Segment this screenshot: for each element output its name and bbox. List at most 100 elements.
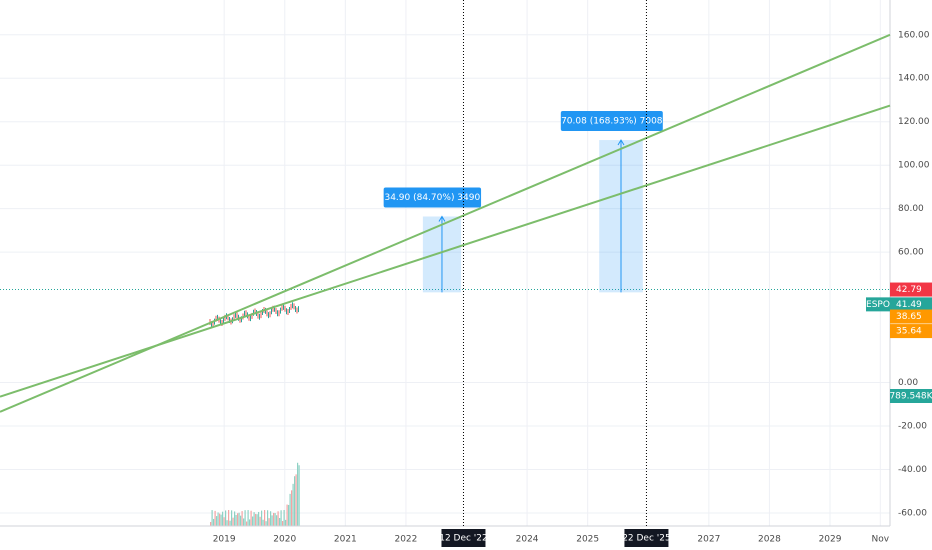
x-tick-label: Nov [872,535,890,545]
volume-bar [291,490,293,526]
x-tick-label: 2019 [213,535,236,545]
y-tick-label: 60.00 [898,248,924,258]
volume-bar [286,504,288,526]
y-tick-label: 0.00 [898,378,918,388]
volume-bar [277,511,279,526]
trend-line [0,104,891,398]
price-label: 42.79 [896,285,922,295]
volume-bar [268,518,270,526]
symbol-bg [866,297,890,312]
volume-bar [279,518,281,526]
volume-bar [259,516,261,526]
volume-bar [264,510,266,526]
volume-bar [250,510,252,526]
x-tick-label: 2024 [516,535,539,545]
volume-bar [244,510,246,526]
arrow-head [617,139,625,146]
volume-bar [214,510,216,526]
measure-label-bg [383,187,482,208]
volume-bar [213,518,215,526]
trend-line [0,33,891,413]
date-marker-label: 12 Dec '22 [439,534,488,544]
volume-bar [295,474,297,526]
volume-bar [289,493,291,526]
volume-bar [270,511,272,526]
volume-bar [237,513,239,526]
volume-bar [294,476,296,526]
x-tick-label: 2022 [394,535,417,545]
x-tick-label: 2025 [576,535,599,545]
volume-bar [231,510,233,526]
volume-bar [258,511,260,526]
volume-bar [247,510,249,526]
volume-bar [249,519,251,526]
volume-bar [223,517,225,526]
volume-bar [271,515,273,526]
x-tick-label: 2029 [819,535,842,545]
volume-bar [283,510,285,526]
volume-bar [220,514,222,526]
price-label-bg [890,324,932,339]
date-marker-bg [624,529,669,547]
volume-bar [241,511,243,526]
volume-bar [246,521,248,526]
volume-bar [216,516,218,526]
volume-bar [261,510,263,526]
volume-bar [255,513,257,526]
volume-label: 789.548K [889,392,932,402]
x-tick-label: 2021 [334,535,357,545]
volume-bar [238,512,240,526]
volume-bar [232,517,234,526]
volume-bar [234,511,236,526]
volume-bar [265,521,267,526]
volume-bar [256,514,258,526]
volume-bar [211,510,213,526]
volume-bar [240,515,242,526]
price-label-bg [890,282,932,297]
measure-label: 34.90 (84.70%) 3490 [384,193,480,203]
price-label: 38.65 [896,312,922,322]
y-tick-label: -20.00 [898,422,927,432]
volume-bar [297,462,299,526]
y-tick-label: 120.00 [898,117,930,127]
volume-bar [276,515,278,526]
volume-bar [225,510,227,526]
volume-bar [285,519,287,526]
volume-bar [298,465,300,526]
volume-bar [243,518,245,526]
x-tick-label: 2027 [697,535,720,545]
volume-bar [273,512,275,526]
measure-label: 70.08 (168.93%) 7008 [561,117,663,127]
volume-bar [274,513,276,526]
price-label-bg [890,309,932,324]
y-tick-label: -60.00 [898,508,927,518]
measure-label-bg [560,111,663,132]
volume-bar [262,519,264,526]
volume-label-bg [890,389,932,403]
volume-bar [282,521,284,526]
volume-bar [226,520,228,526]
volume-bar [292,483,294,526]
y-tick-label: 80.00 [898,204,924,214]
y-tick-label: 160.00 [898,30,930,40]
y-tick-label: -40.00 [898,465,927,475]
volume-bar [229,520,231,526]
x-tick-label: 2020 [273,535,296,545]
x-tick-label: 2028 [758,535,781,545]
date-marker-label: 22 Dec '25 [622,534,671,544]
volume-bar [288,504,290,526]
volume-bar [280,510,282,526]
date-marker-bg [441,529,486,547]
y-tick-label: 100.00 [898,161,930,171]
volume-bar [253,512,255,526]
volume-bar [222,511,224,526]
y-tick-label: 140.00 [898,74,930,84]
volume-bar [228,510,230,526]
price-label: 35.64 [896,327,922,337]
volume-bar [252,516,254,526]
symbol-label: ESPO [866,300,890,310]
price-label-bg [890,297,932,312]
volume-bar [217,512,219,526]
candles [209,302,300,526]
